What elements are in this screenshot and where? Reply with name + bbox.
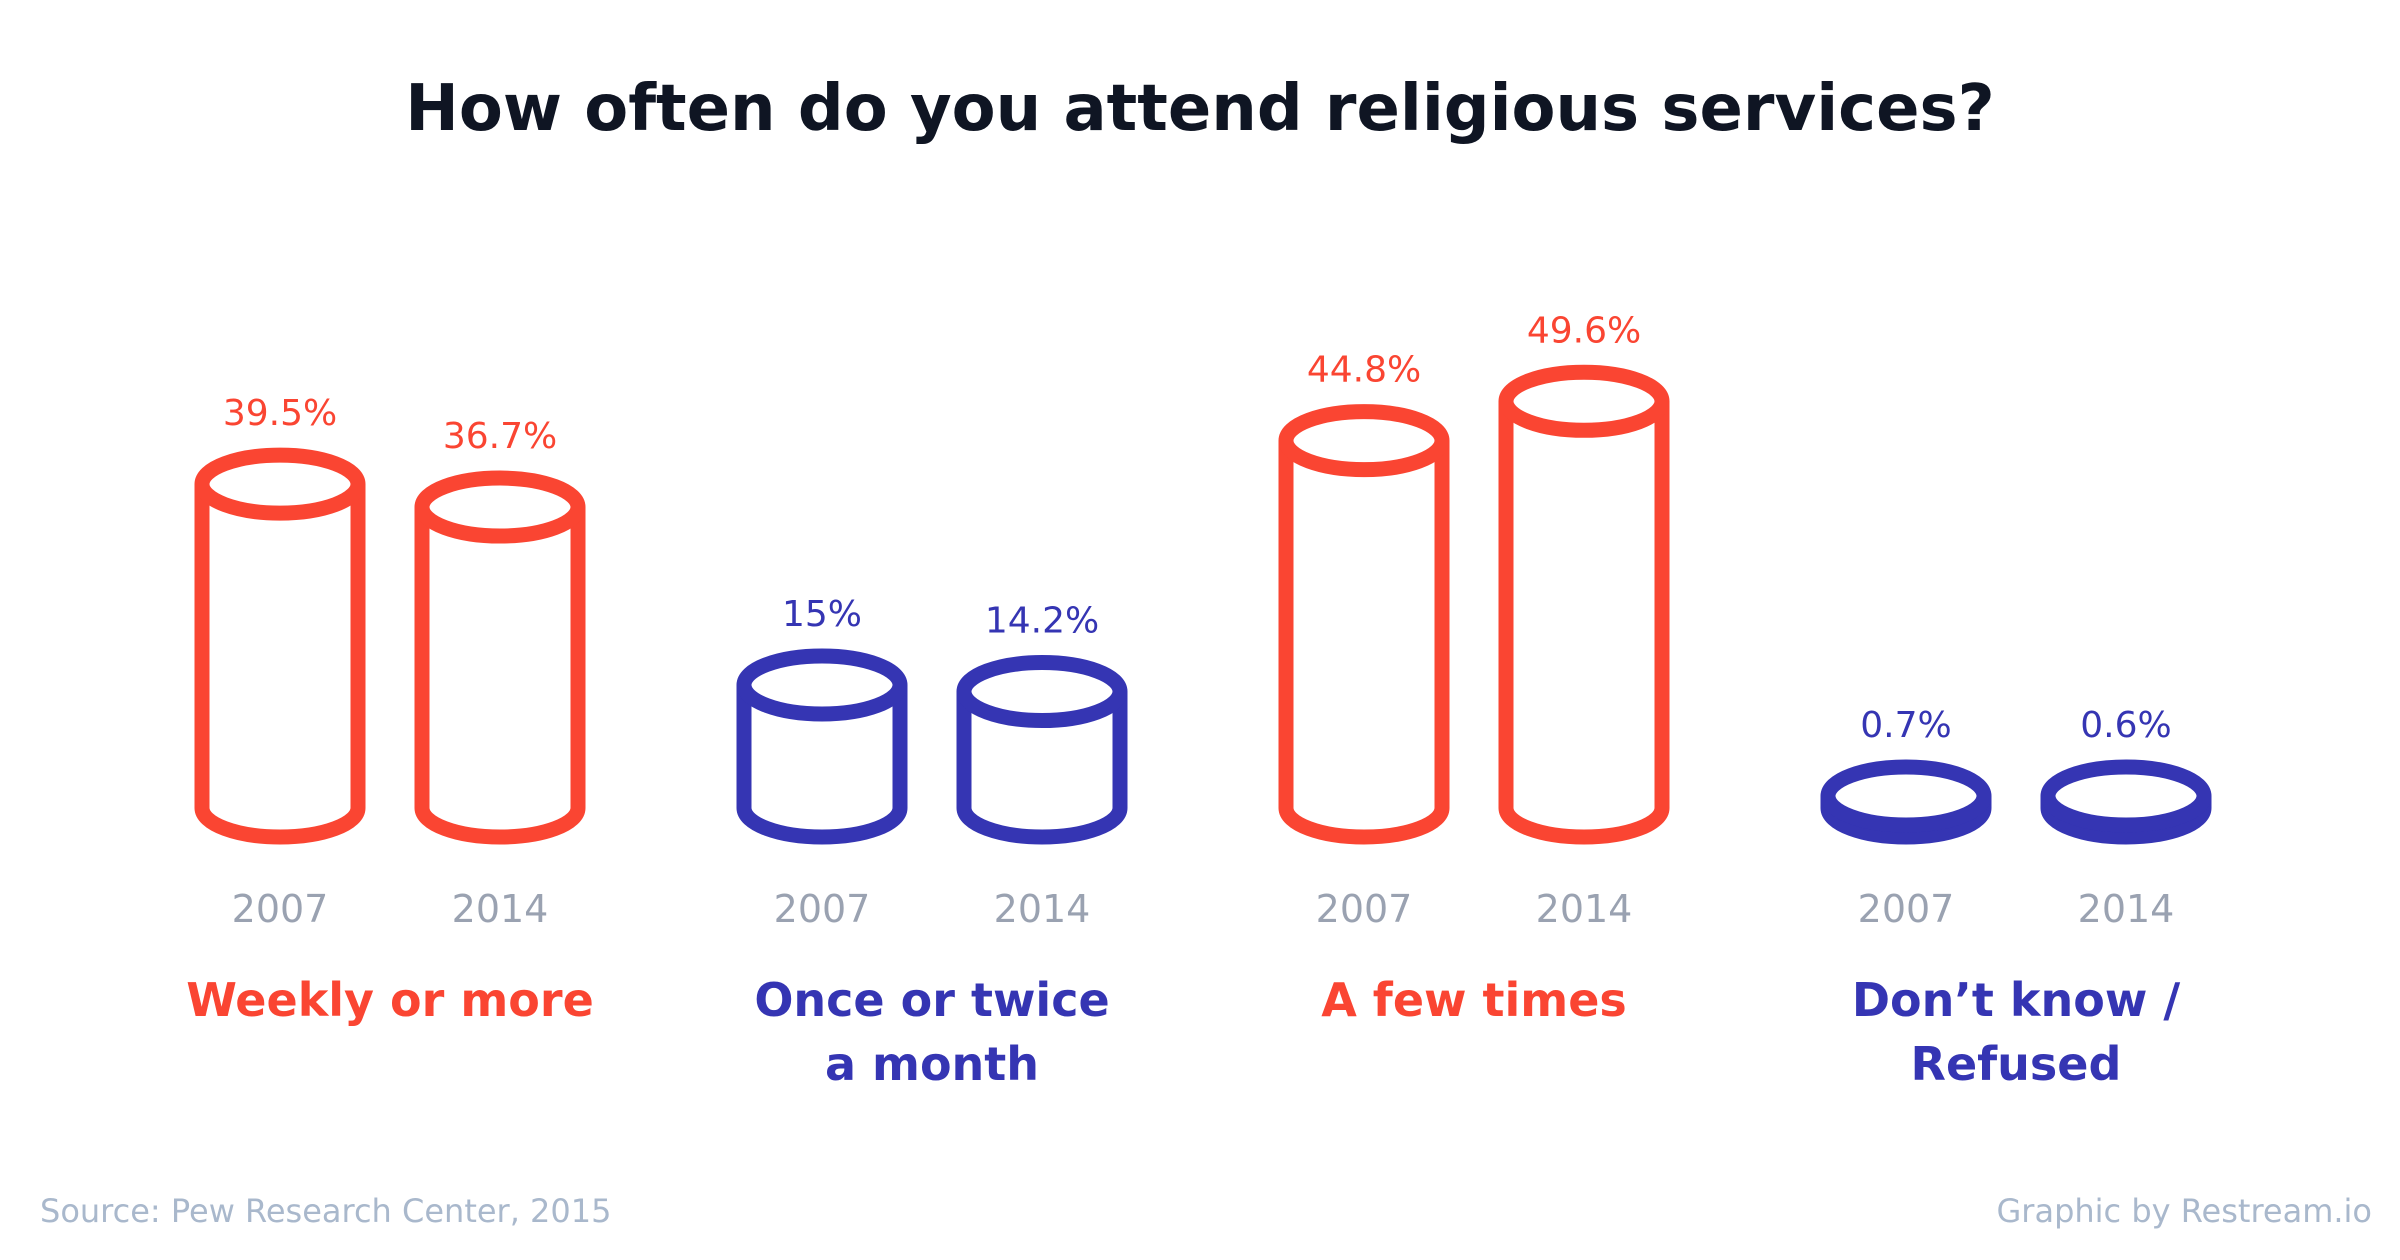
bar-top: [956, 655, 1128, 729]
bar-top: [194, 447, 366, 521]
bars-layer: [194, 364, 2212, 845]
source-note: Source: Pew Research Center, 2015: [40, 1192, 611, 1230]
category-label: a month: [825, 1037, 1039, 1091]
bar-top: [736, 648, 908, 722]
bar-top: [2040, 759, 2212, 833]
value-label: 36.7%: [443, 416, 557, 457]
credit-note: Graphic by Restream.io: [1997, 1192, 2373, 1230]
labels-layer: 39.5% 2007 36.7% 2014 Weekly or more 15% 2007 1…: [186, 310, 2180, 1091]
bar-body: [1278, 440, 1450, 845]
bar-2-2014: [1498, 364, 1670, 845]
value-label: 0.7%: [1860, 705, 1951, 746]
bar-0-2007: [194, 447, 366, 845]
year-label: 2014: [994, 887, 1091, 931]
value-label: 44.8%: [1307, 350, 1421, 391]
category-label: Refused: [1911, 1037, 2122, 1091]
bar-body: [956, 691, 1128, 845]
bar-1-2014: [956, 655, 1128, 845]
value-label: 0.6%: [2080, 705, 2171, 746]
bar-1-2007: [736, 648, 908, 845]
bar-top: [1278, 404, 1450, 478]
value-label: 39.5%: [223, 393, 337, 434]
category-label: Once or twice: [754, 973, 1109, 1027]
year-label: 2007: [1858, 887, 1955, 931]
bar-body: [194, 484, 366, 845]
category-label: Don’t know /: [1852, 973, 2180, 1027]
value-label: 14.2%: [985, 601, 1099, 642]
bar-top: [1820, 759, 1992, 833]
bar-top: [414, 470, 586, 544]
year-label: 2014: [2078, 887, 2175, 931]
value-label: 15%: [782, 594, 862, 635]
year-label: 2014: [1536, 887, 1633, 931]
category-label: Weekly or more: [186, 973, 594, 1027]
bar-0-2014: [414, 470, 586, 845]
year-label: 2007: [774, 887, 871, 931]
year-label: 2007: [1316, 887, 1413, 931]
bar-body: [1498, 401, 1670, 845]
chart-title: How often do you attend religious servic…: [405, 72, 1994, 146]
value-label: 49.6%: [1527, 310, 1641, 351]
bar-3-2007: [1820, 759, 1992, 845]
bar-top: [1498, 364, 1670, 438]
bar-2-2007: [1278, 404, 1450, 845]
category-label: A few times: [1321, 973, 1627, 1027]
bar-3-2014: [2040, 759, 2212, 845]
year-label: 2007: [232, 887, 329, 931]
bar-body: [736, 685, 908, 845]
year-label: 2014: [452, 887, 549, 931]
bar-body: [414, 507, 586, 845]
